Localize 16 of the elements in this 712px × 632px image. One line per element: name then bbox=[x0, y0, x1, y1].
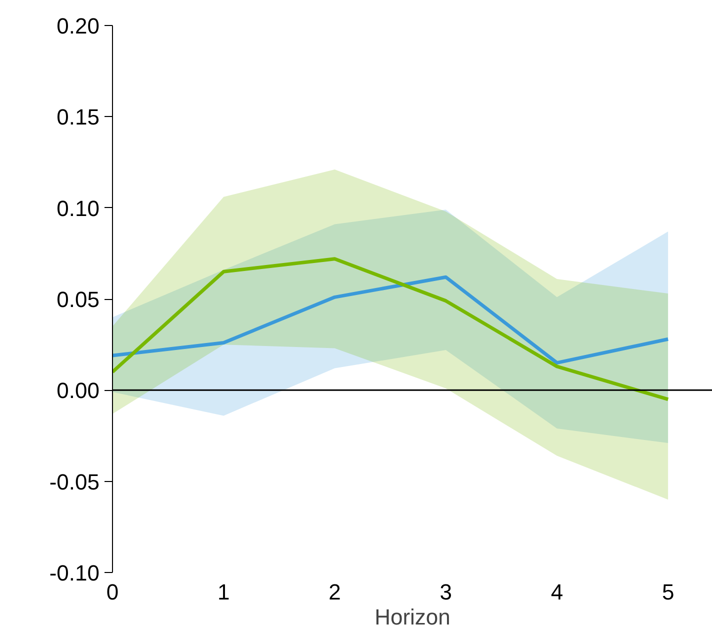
y-tick-label: -0.10 bbox=[49, 560, 100, 586]
x-tick-label: 2 bbox=[328, 580, 341, 604]
x-tick-label: 3 bbox=[440, 580, 452, 604]
y-tick-label: -0.05 bbox=[49, 469, 100, 494]
x-tick-label: 5 bbox=[662, 580, 674, 604]
y-tick-label: 0.05 bbox=[56, 287, 100, 312]
x-tick-label: 0 bbox=[106, 580, 119, 604]
x-tick-label: 4 bbox=[550, 580, 564, 604]
y-tick-label: 0.15 bbox=[56, 104, 100, 130]
y-tick-label: 0.20 bbox=[56, 14, 100, 38]
x-axis-title: Horizon bbox=[374, 604, 450, 630]
y-tick-label: 0.00 bbox=[56, 378, 100, 404]
y-tick-label: 0.10 bbox=[56, 196, 100, 221]
x-tick-label: 1 bbox=[217, 580, 230, 604]
line-series bbox=[112, 275, 670, 365]
line-series bbox=[112, 257, 670, 402]
